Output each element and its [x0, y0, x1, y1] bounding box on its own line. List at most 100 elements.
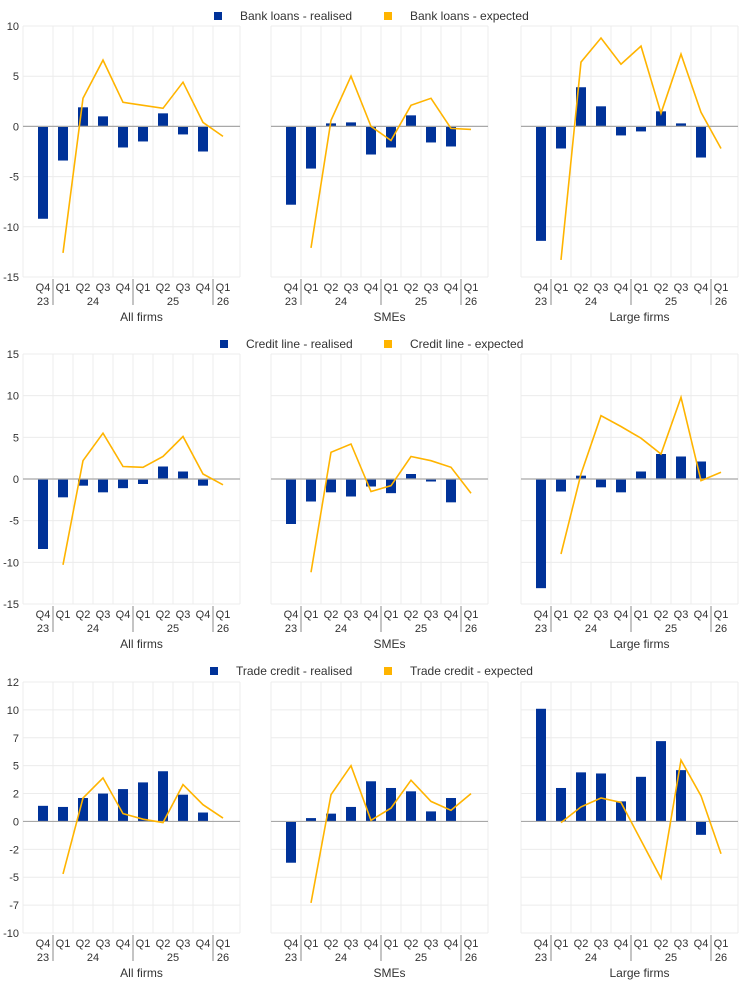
bar-realised [138, 782, 148, 822]
x-tick-quarter: Q3 [674, 282, 689, 294]
x-tick-quarter: Q1 [634, 938, 649, 950]
bar-realised [198, 812, 208, 822]
x-tick-year: 24 [335, 952, 347, 964]
x-tick-quarter: Q4 [116, 282, 131, 294]
y-tick-label: 10 [7, 705, 19, 717]
x-tick-quarter: Q4 [614, 938, 629, 950]
panel-title: Large firms [609, 966, 669, 980]
x-tick-quarter: Q1 [56, 282, 71, 294]
x-tick-quarter: Q3 [424, 282, 439, 294]
legend-label-expected: Credit line - expected [410, 337, 524, 351]
legend-label-realised: Trade credit - realised [236, 664, 353, 678]
bar-realised [178, 794, 188, 822]
y-tick-label: 5 [13, 432, 19, 444]
x-tick-year: 24 [585, 952, 597, 964]
bar-realised [556, 787, 566, 822]
panel-title: Large firms [609, 637, 669, 651]
bar-realised [596, 106, 606, 127]
x-tick-quarter: Q3 [344, 282, 359, 294]
bar-realised [286, 821, 296, 863]
x-tick-quarter: Q2 [324, 609, 339, 621]
x-tick-year: 24 [335, 296, 347, 308]
y-tick-label: 5 [13, 761, 19, 773]
x-tick-year: 24 [87, 952, 99, 964]
legend-trade-credit: Trade credit - realised Trade credit - e… [0, 661, 744, 681]
x-tick-quarter: Q3 [594, 609, 609, 621]
y-tick-label: 10 [7, 21, 19, 33]
bar-realised [636, 776, 646, 822]
bar-realised [58, 126, 68, 161]
x-tick-year: 23 [37, 296, 49, 308]
x-tick-quarter: Q3 [424, 609, 439, 621]
x-tick-quarter: Q1 [304, 609, 319, 621]
legend-swatch-expected [384, 12, 392, 20]
x-tick-year: 23 [535, 952, 547, 964]
x-tick-quarter: Q1 [714, 282, 729, 294]
x-tick-quarter: Q3 [674, 609, 689, 621]
x-tick-quarter: Q1 [384, 609, 399, 621]
x-tick-quarter: Q1 [554, 609, 569, 621]
x-tick-quarter: Q3 [344, 609, 359, 621]
x-tick-quarter: Q4 [36, 282, 51, 294]
bar-realised [616, 801, 626, 822]
x-tick-year: 24 [335, 623, 347, 635]
bar-realised [696, 461, 706, 479]
y-tick-label: -5 [9, 872, 19, 884]
legend-swatch-expected [384, 340, 392, 348]
x-tick-quarter: Q1 [464, 282, 479, 294]
bar-realised [636, 126, 646, 132]
legend-item-realised: Bank loans - realised [214, 6, 352, 26]
bar-realised [306, 126, 316, 169]
x-tick-quarter: Q3 [594, 282, 609, 294]
bar-realised [326, 479, 336, 493]
y-tick-label: 0 [13, 816, 19, 828]
bar-realised [656, 741, 666, 822]
bar-realised [58, 806, 68, 822]
y-tick-label: 0 [13, 121, 19, 133]
bar-realised [536, 126, 546, 241]
x-tick-year: 23 [37, 952, 49, 964]
bar-realised [178, 126, 188, 135]
bar-realised [576, 87, 586, 127]
y-tick-label: -5 [9, 516, 19, 528]
bar-realised [696, 126, 706, 158]
x-tick-quarter: Q4 [534, 938, 549, 950]
bar-realised [386, 126, 396, 148]
x-tick-year: 25 [167, 952, 179, 964]
x-tick-quarter: Q1 [634, 609, 649, 621]
x-tick-year: 23 [535, 296, 547, 308]
legend-credit-line: Credit line - realised Credit line - exp… [0, 334, 744, 354]
x-tick-quarter: Q1 [384, 938, 399, 950]
x-tick-quarter: Q1 [384, 282, 399, 294]
bar-realised [78, 107, 88, 127]
y-tick-label: -15 [3, 272, 19, 284]
x-tick-quarter: Q3 [96, 282, 111, 294]
bar-realised [696, 821, 706, 835]
bar-realised [656, 454, 666, 479]
x-tick-quarter: Q2 [404, 609, 419, 621]
x-tick-year: 25 [167, 623, 179, 635]
bar-realised [286, 126, 296, 205]
legend-item-expected: Credit line - expected [384, 334, 523, 354]
x-tick-quarter: Q2 [574, 938, 589, 950]
x-tick-quarter: Q1 [554, 282, 569, 294]
legend-label-realised: Bank loans - realised [240, 9, 353, 23]
bar-realised [616, 479, 626, 493]
legend-label-realised: Credit line - realised [246, 337, 353, 351]
bar-realised [556, 126, 566, 149]
x-tick-quarter: Q4 [284, 938, 299, 950]
x-tick-year: 24 [87, 296, 99, 308]
x-tick-year: 25 [415, 296, 427, 308]
x-tick-quarter: Q1 [216, 282, 231, 294]
x-tick-quarter: Q4 [364, 609, 379, 621]
panel-title: SMEs [373, 637, 405, 651]
x-tick-quarter: Q4 [614, 609, 629, 621]
x-tick-year: 26 [715, 623, 727, 635]
x-tick-quarter: Q2 [574, 609, 589, 621]
bar-realised [426, 479, 436, 482]
panel-title: SMEs [373, 310, 405, 324]
x-tick-year: 26 [217, 296, 229, 308]
bar-realised [406, 791, 416, 822]
